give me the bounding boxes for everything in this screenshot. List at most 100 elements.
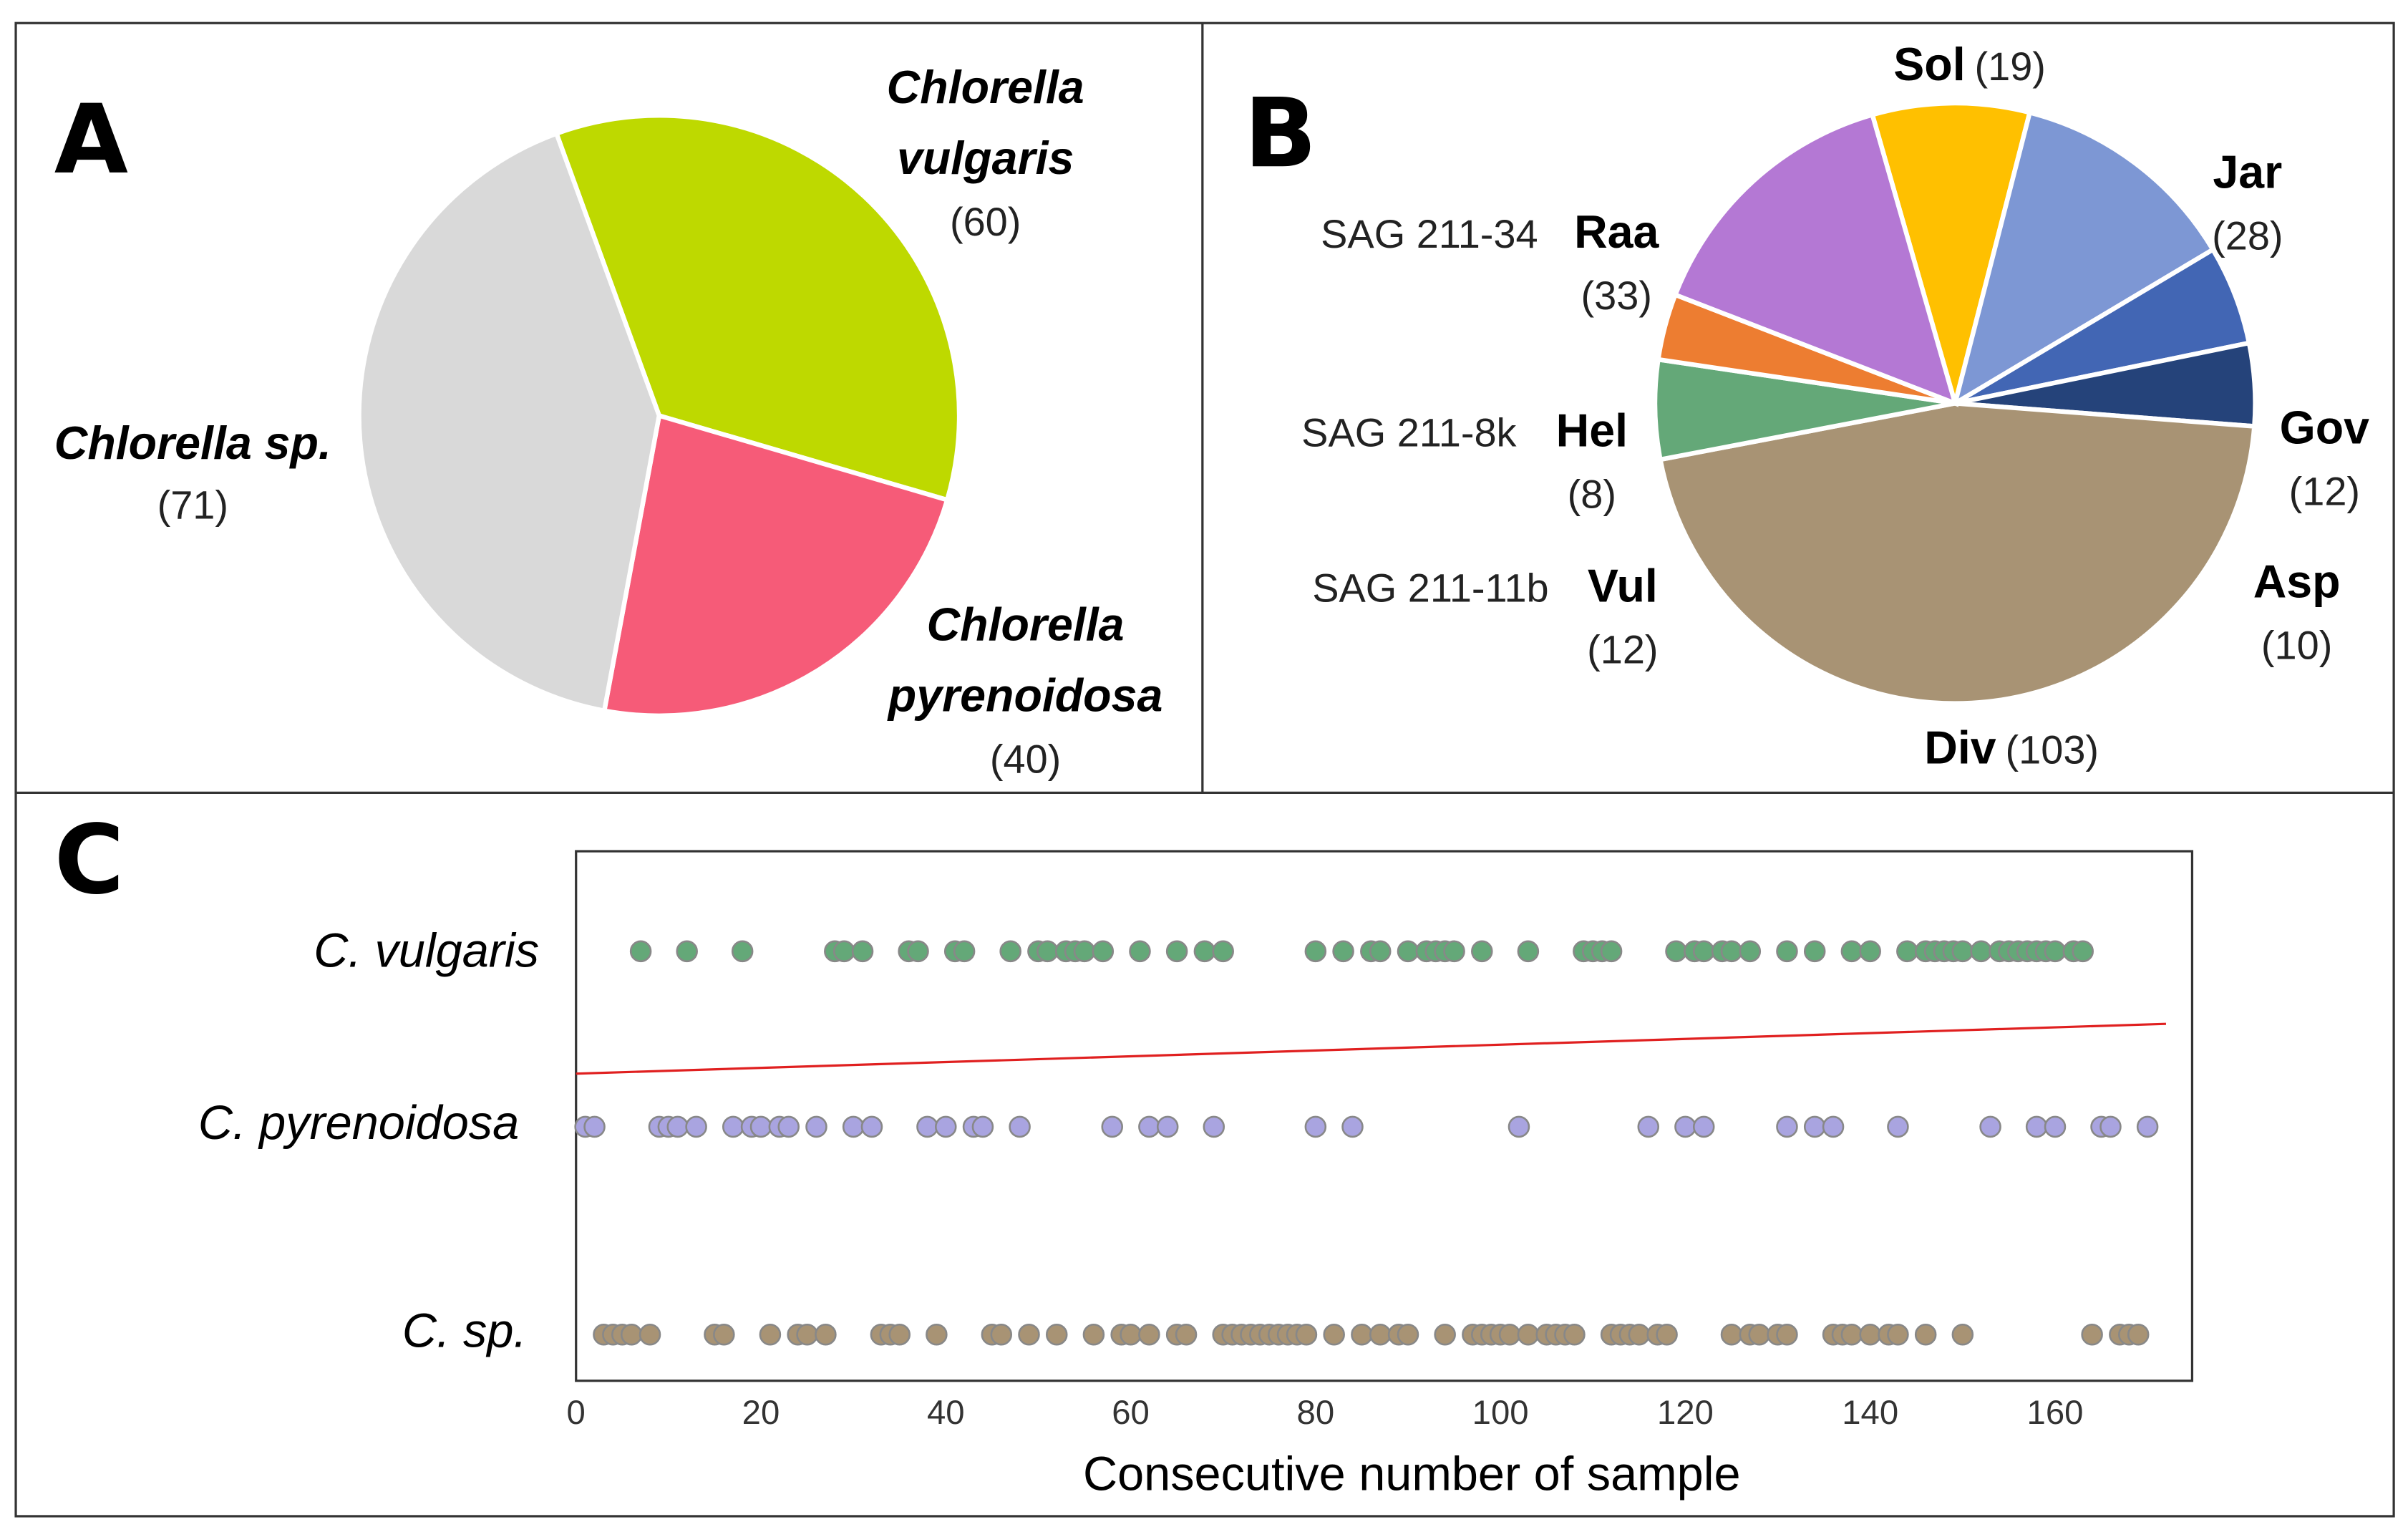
data-point — [1193, 940, 1216, 963]
data-point — [1859, 1323, 1881, 1346]
data-point — [620, 1323, 643, 1346]
label-pyrenoidosa-count: (40) — [990, 736, 1061, 781]
data-point — [1692, 1115, 1715, 1138]
data-point — [583, 1115, 606, 1138]
pie-a-slice-pyrenoidosa — [601, 412, 951, 719]
data-point — [1748, 1323, 1770, 1346]
x-tick-label: 140 — [1842, 1394, 1898, 1432]
data-point — [1840, 1323, 1863, 1346]
data-point — [1600, 940, 1623, 963]
data-point — [935, 1115, 957, 1138]
data-point — [1471, 940, 1493, 963]
label-div: Div (103) — [1924, 722, 2099, 774]
data-point — [1120, 1323, 1142, 1346]
label-hel: Hel — [1556, 405, 1628, 457]
data-point — [713, 1323, 735, 1346]
data-point — [685, 1115, 707, 1138]
data-point — [1914, 1323, 1937, 1346]
data-point — [1156, 1115, 1179, 1138]
label-sp-count: (71) — [157, 483, 228, 528]
x-tick-label: 100 — [1472, 1394, 1529, 1432]
x-tick-label: 160 — [2027, 1394, 2084, 1432]
data-point — [1351, 1323, 1373, 1346]
data-point — [1073, 940, 1096, 963]
data-point — [907, 940, 929, 963]
data-point — [1822, 1115, 1845, 1138]
pie-b-slice-sol — [1869, 100, 2033, 412]
data-point — [1776, 1115, 1798, 1138]
data-point — [1323, 1323, 1345, 1346]
data-point — [629, 940, 652, 963]
data-point — [1803, 940, 1826, 963]
x-axis-label: Consecutive number of sample — [1083, 1448, 1741, 1501]
label-pyrenoidosa-1: Chlorella — [927, 598, 1125, 650]
data-point — [1212, 940, 1234, 963]
data-point — [1970, 940, 1992, 963]
data-point — [926, 1323, 948, 1346]
label-asp-count: (10) — [2261, 622, 2332, 667]
label-vulgaris-2: vulgaris — [897, 132, 1074, 184]
label-sol-name: Sol — [1893, 39, 1965, 90]
data-point — [990, 1323, 1013, 1346]
label-vul-count: (12) — [1587, 627, 1658, 672]
data-point — [749, 1115, 772, 1138]
label-hel-strain: SAG 211-8k — [1301, 410, 1517, 455]
x-tick-label: 120 — [1657, 1394, 1714, 1432]
x-axis-ticks: 0 20 40 60 80 100 120 140 160 — [567, 1394, 2084, 1432]
data-point — [2025, 1115, 2048, 1138]
label-jar: Jar — [2213, 146, 2282, 198]
data-point — [971, 1115, 994, 1138]
y-label-sp: C. sp. — [402, 1304, 527, 1357]
data-point — [1295, 1323, 1318, 1346]
pie-chart-b — [1652, 100, 2258, 706]
data-point — [1018, 1323, 1040, 1346]
data-point — [953, 940, 976, 963]
data-point — [1739, 940, 1762, 963]
data-point — [1979, 1115, 2001, 1138]
data-point — [1887, 1115, 1909, 1138]
data-point — [1304, 940, 1327, 963]
data-point — [1674, 1115, 1696, 1138]
data-point — [815, 1323, 837, 1346]
label-raa-strain: SAG 211-34 — [1321, 211, 1538, 256]
data-point — [1369, 1323, 1392, 1346]
data-point — [1887, 1323, 1909, 1346]
data-point — [1628, 1323, 1651, 1346]
data-point — [1434, 1323, 1456, 1346]
x-tick-label: 40 — [927, 1394, 965, 1432]
data-point — [1203, 1115, 1225, 1138]
y-label-vulgaris: C. vulgaris — [314, 924, 539, 977]
data-point — [1517, 1323, 1540, 1346]
data-point — [1951, 940, 1974, 963]
x-tick-label: 80 — [1297, 1394, 1335, 1432]
pie-chart-a — [356, 113, 962, 719]
data-point — [1692, 940, 1715, 963]
x-tick-label: 20 — [742, 1394, 780, 1432]
label-jar-count: (28) — [2212, 213, 2283, 258]
x-tick-label: 60 — [1112, 1394, 1150, 1432]
data-point — [796, 1323, 818, 1346]
data-point — [1332, 940, 1354, 963]
label-vul-strain: SAG 211-11b — [1312, 566, 1548, 611]
data-point — [1138, 1323, 1160, 1346]
data-point — [2044, 1115, 2067, 1138]
scatter-plot — [574, 940, 2166, 1346]
data-point — [777, 1115, 800, 1138]
data-point — [2127, 1323, 2150, 1346]
data-point — [1101, 1115, 1124, 1138]
label-asp: Asp — [2253, 556, 2341, 607]
data-point — [759, 1323, 782, 1346]
data-point — [731, 940, 754, 963]
label-gov-count: (12) — [2289, 468, 2360, 513]
trend-line — [576, 1022, 2166, 1075]
data-point — [1397, 940, 1419, 963]
data-point — [2099, 1115, 2122, 1138]
data-point — [832, 940, 855, 963]
data-point — [1036, 940, 1059, 963]
x-tick-label: 0 — [567, 1394, 586, 1432]
pie-a-slice-chlorella-sp — [356, 130, 662, 714]
y-label-pyrenoidosa: C. pyrenoidosa — [198, 1097, 519, 1150]
panel-label-c: C — [54, 805, 125, 916]
data-point — [1720, 940, 1743, 963]
data-point — [1045, 1323, 1068, 1346]
